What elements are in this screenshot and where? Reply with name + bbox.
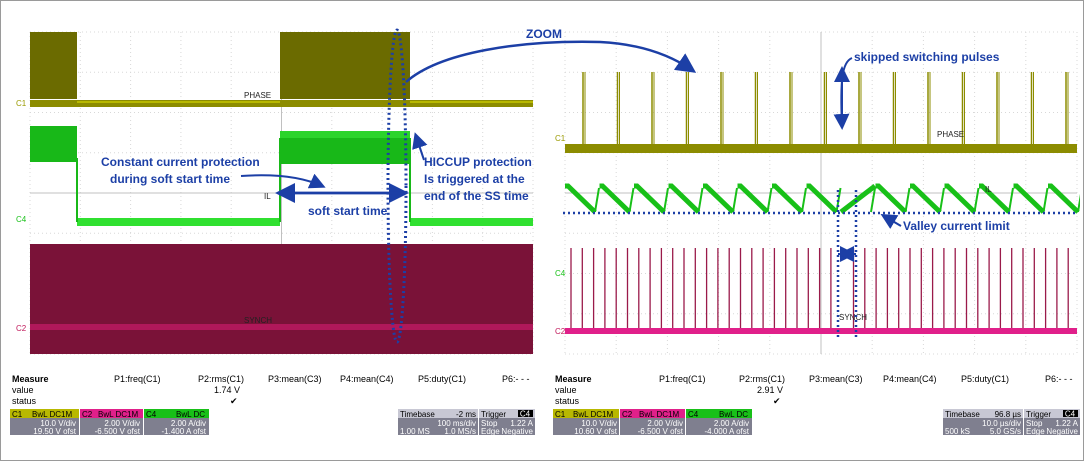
right-param-p1: P1:freq(C1) xyxy=(659,374,706,384)
right-channel-boxes: C1 BwL DC1M 10.0 V/div 10.60 V ofst C2 B… xyxy=(553,409,753,436)
right-timebase-rate-l: 500 kS xyxy=(945,427,970,435)
right-c4-ofst: -4.000 A ofst xyxy=(705,427,750,435)
left-trigger-tag: C4 xyxy=(520,410,531,419)
right-param-p3: P3:mean(C3) xyxy=(809,374,863,384)
left-c1-vdiv: 10.0 V/div xyxy=(40,419,76,428)
left-c1-box-tag: C1 xyxy=(12,410,23,419)
left-trigger-slope: Negative xyxy=(501,427,533,435)
right-trigger-tag: C4 xyxy=(1065,410,1076,419)
right-timebase-value: 96.8 µs xyxy=(995,410,1021,419)
left-synch-trace xyxy=(30,244,533,354)
left-p2-value: 1.74 V xyxy=(214,385,240,395)
left-phase-trace xyxy=(30,32,533,107)
right-measure-panel: Measure value status P1:freq(C1) P2:rms(… xyxy=(555,374,1073,406)
left-param-p4: P4:mean(C4) xyxy=(340,374,394,384)
right-timebase-label: Timebase xyxy=(945,410,980,419)
right-param-p2: P2:rms(C1) xyxy=(739,374,785,384)
left-c4-vdiv: 2.00 A/div xyxy=(171,419,206,428)
left-c2-tag: C2 xyxy=(16,324,27,333)
right-c4-tag: C4 xyxy=(555,269,566,278)
right-param-p6: P6:- - - xyxy=(1045,374,1073,384)
left-channel-boxes: C1 BwL DC1M 10.0 V/div 19.50 V ofst C2 B… xyxy=(10,409,210,436)
left-c1-ofst: 19.50 V ofst xyxy=(33,427,76,435)
right-scope-svg: C1 C4 C2 PHASE IL SYNCH Measure value st… xyxy=(555,31,1083,406)
left-param-p2: P2:rms(C1) xyxy=(198,374,244,384)
left-timebase-rate-l: 1.00 MS xyxy=(400,427,430,435)
right-status-label: status xyxy=(555,396,580,406)
left-timebase-label: Timebase xyxy=(400,410,435,419)
right-timebase-div: 10.0 µs/div xyxy=(982,419,1021,428)
left-trigger-label: Trigger xyxy=(481,410,506,419)
left-param-p6: P6:- - - xyxy=(502,374,530,384)
left-param-p5: P5:duty(C1) xyxy=(418,374,466,384)
left-param-p3: P3:mean(C3) xyxy=(268,374,322,384)
right-c1-ofst: 10.60 V ofst xyxy=(574,427,617,435)
left-timebase-div: 100 ms/div xyxy=(437,419,476,428)
right-c2-box-tag: C2 xyxy=(622,410,633,419)
right-channel-box-svg: C1 BwL DC1M 10.0 V/div 10.60 V ofst C2 B… xyxy=(553,409,752,436)
right-phase-label: PHASE xyxy=(937,130,964,139)
left-synch-label: SYNCH xyxy=(244,316,272,325)
right-trigger-type: Edge xyxy=(1026,427,1045,435)
left-measure-title: Measure xyxy=(12,374,49,384)
left-c2-vdiv: 2.00 V/div xyxy=(104,419,140,428)
right-timebase-trigger: Timebase 96.8 µs 10.0 µs/div 500 kS 5.0 … xyxy=(943,409,1080,436)
right-timebase-svg: Timebase 96.8 µs 10.0 µs/div 500 kS 5.0 … xyxy=(943,409,1080,436)
left-c2-box-tag: C2 xyxy=(82,410,93,419)
right-c4-box-mode: BwL DC xyxy=(719,410,748,419)
left-value-label: value xyxy=(12,385,34,395)
right-c1-vdiv: 10.0 V/div xyxy=(581,419,617,428)
right-c4-box-tag: C4 xyxy=(688,410,699,419)
left-measure-panel: Measure value status P1:freq(C1) P2:rms(… xyxy=(12,374,530,406)
right-c1-box-mode: BwL DC1M xyxy=(573,410,613,419)
left-c4-tag: C4 xyxy=(16,215,27,224)
left-status-label: status xyxy=(12,396,37,406)
right-c2-tag: C2 xyxy=(555,327,566,336)
left-timebase-value: -2 ms xyxy=(456,410,476,419)
right-param-p4: P4:mean(C4) xyxy=(883,374,937,384)
left-c4-box-mode: BwL DC xyxy=(176,410,205,419)
right-c4-vdiv: 2.00 A/div xyxy=(714,419,749,428)
right-il-trace xyxy=(565,183,1083,214)
right-il-label: IL xyxy=(985,185,992,194)
left-scope-svg: C1 C4 C2 PHASE IL SYNCH Measure value st… xyxy=(12,31,534,406)
right-synch-label: SYNCH xyxy=(839,313,867,322)
right-measure-title: Measure xyxy=(555,374,592,384)
left-c4-box-tag: C4 xyxy=(146,410,157,419)
left-c4-ofst: -1.400 A ofst xyxy=(162,427,207,435)
left-phase-label: PHASE xyxy=(244,91,271,100)
right-param-p5: P5:duty(C1) xyxy=(961,374,1009,384)
right-c2-vdiv: 2.00 V/div xyxy=(647,419,683,428)
right-c1-box-tag: C1 xyxy=(555,410,566,419)
left-trigger-level: 1.22 A xyxy=(510,419,533,428)
right-c2-box-mode: BwL DC1M xyxy=(639,410,679,419)
left-channel-box-svg: C1 BwL DC1M 10.0 V/div 19.50 V ofst C2 B… xyxy=(10,409,209,436)
right-p2-value: 2.91 V xyxy=(757,385,783,395)
right-synch-trace xyxy=(565,248,1077,334)
left-timebase-rate-r: 1.0 MS/s xyxy=(444,427,476,435)
left-c2-ofst: -6.500 V ofst xyxy=(95,427,141,435)
left-il-label: IL xyxy=(264,192,271,201)
right-c1-tag: C1 xyxy=(555,134,566,143)
right-status-check: ✔ xyxy=(773,396,781,406)
left-param-p1: P1:freq(C1) xyxy=(114,374,161,384)
left-trigger-type: Edge xyxy=(481,427,500,435)
right-timebase-rate-r: 5.0 GS/s xyxy=(990,427,1021,435)
right-value-label: value xyxy=(555,385,577,395)
left-timebase-svg: Timebase -2 ms 100 ms/div 1.00 MS 1.0 MS… xyxy=(398,409,535,436)
left-c1-box-mode: BwL DC1M xyxy=(32,410,72,419)
left-timebase-trigger: Timebase -2 ms 100 ms/div 1.00 MS 1.0 MS… xyxy=(398,409,535,436)
right-c2-ofst: -6.500 V ofst xyxy=(638,427,684,435)
left-status-check: ✔ xyxy=(230,396,238,406)
right-trigger-level: 1.22 A xyxy=(1055,419,1078,428)
right-trigger-label: Trigger xyxy=(1026,410,1051,419)
right-trigger-slope: Negative xyxy=(1046,427,1078,435)
left-c2-box-mode: BwL DC1M xyxy=(98,410,138,419)
left-trigger-mode: Stop xyxy=(481,419,498,428)
right-trigger-mode: Stop xyxy=(1026,419,1043,428)
left-c1-tag: C1 xyxy=(16,99,27,108)
left-oscilloscope: C1 C4 C2 PHASE IL SYNCH Measure value st… xyxy=(8,26,537,459)
right-oscilloscope: C1 C4 C2 PHASE IL SYNCH Measure value st… xyxy=(553,26,1083,459)
right-phase-trace xyxy=(565,72,1077,153)
